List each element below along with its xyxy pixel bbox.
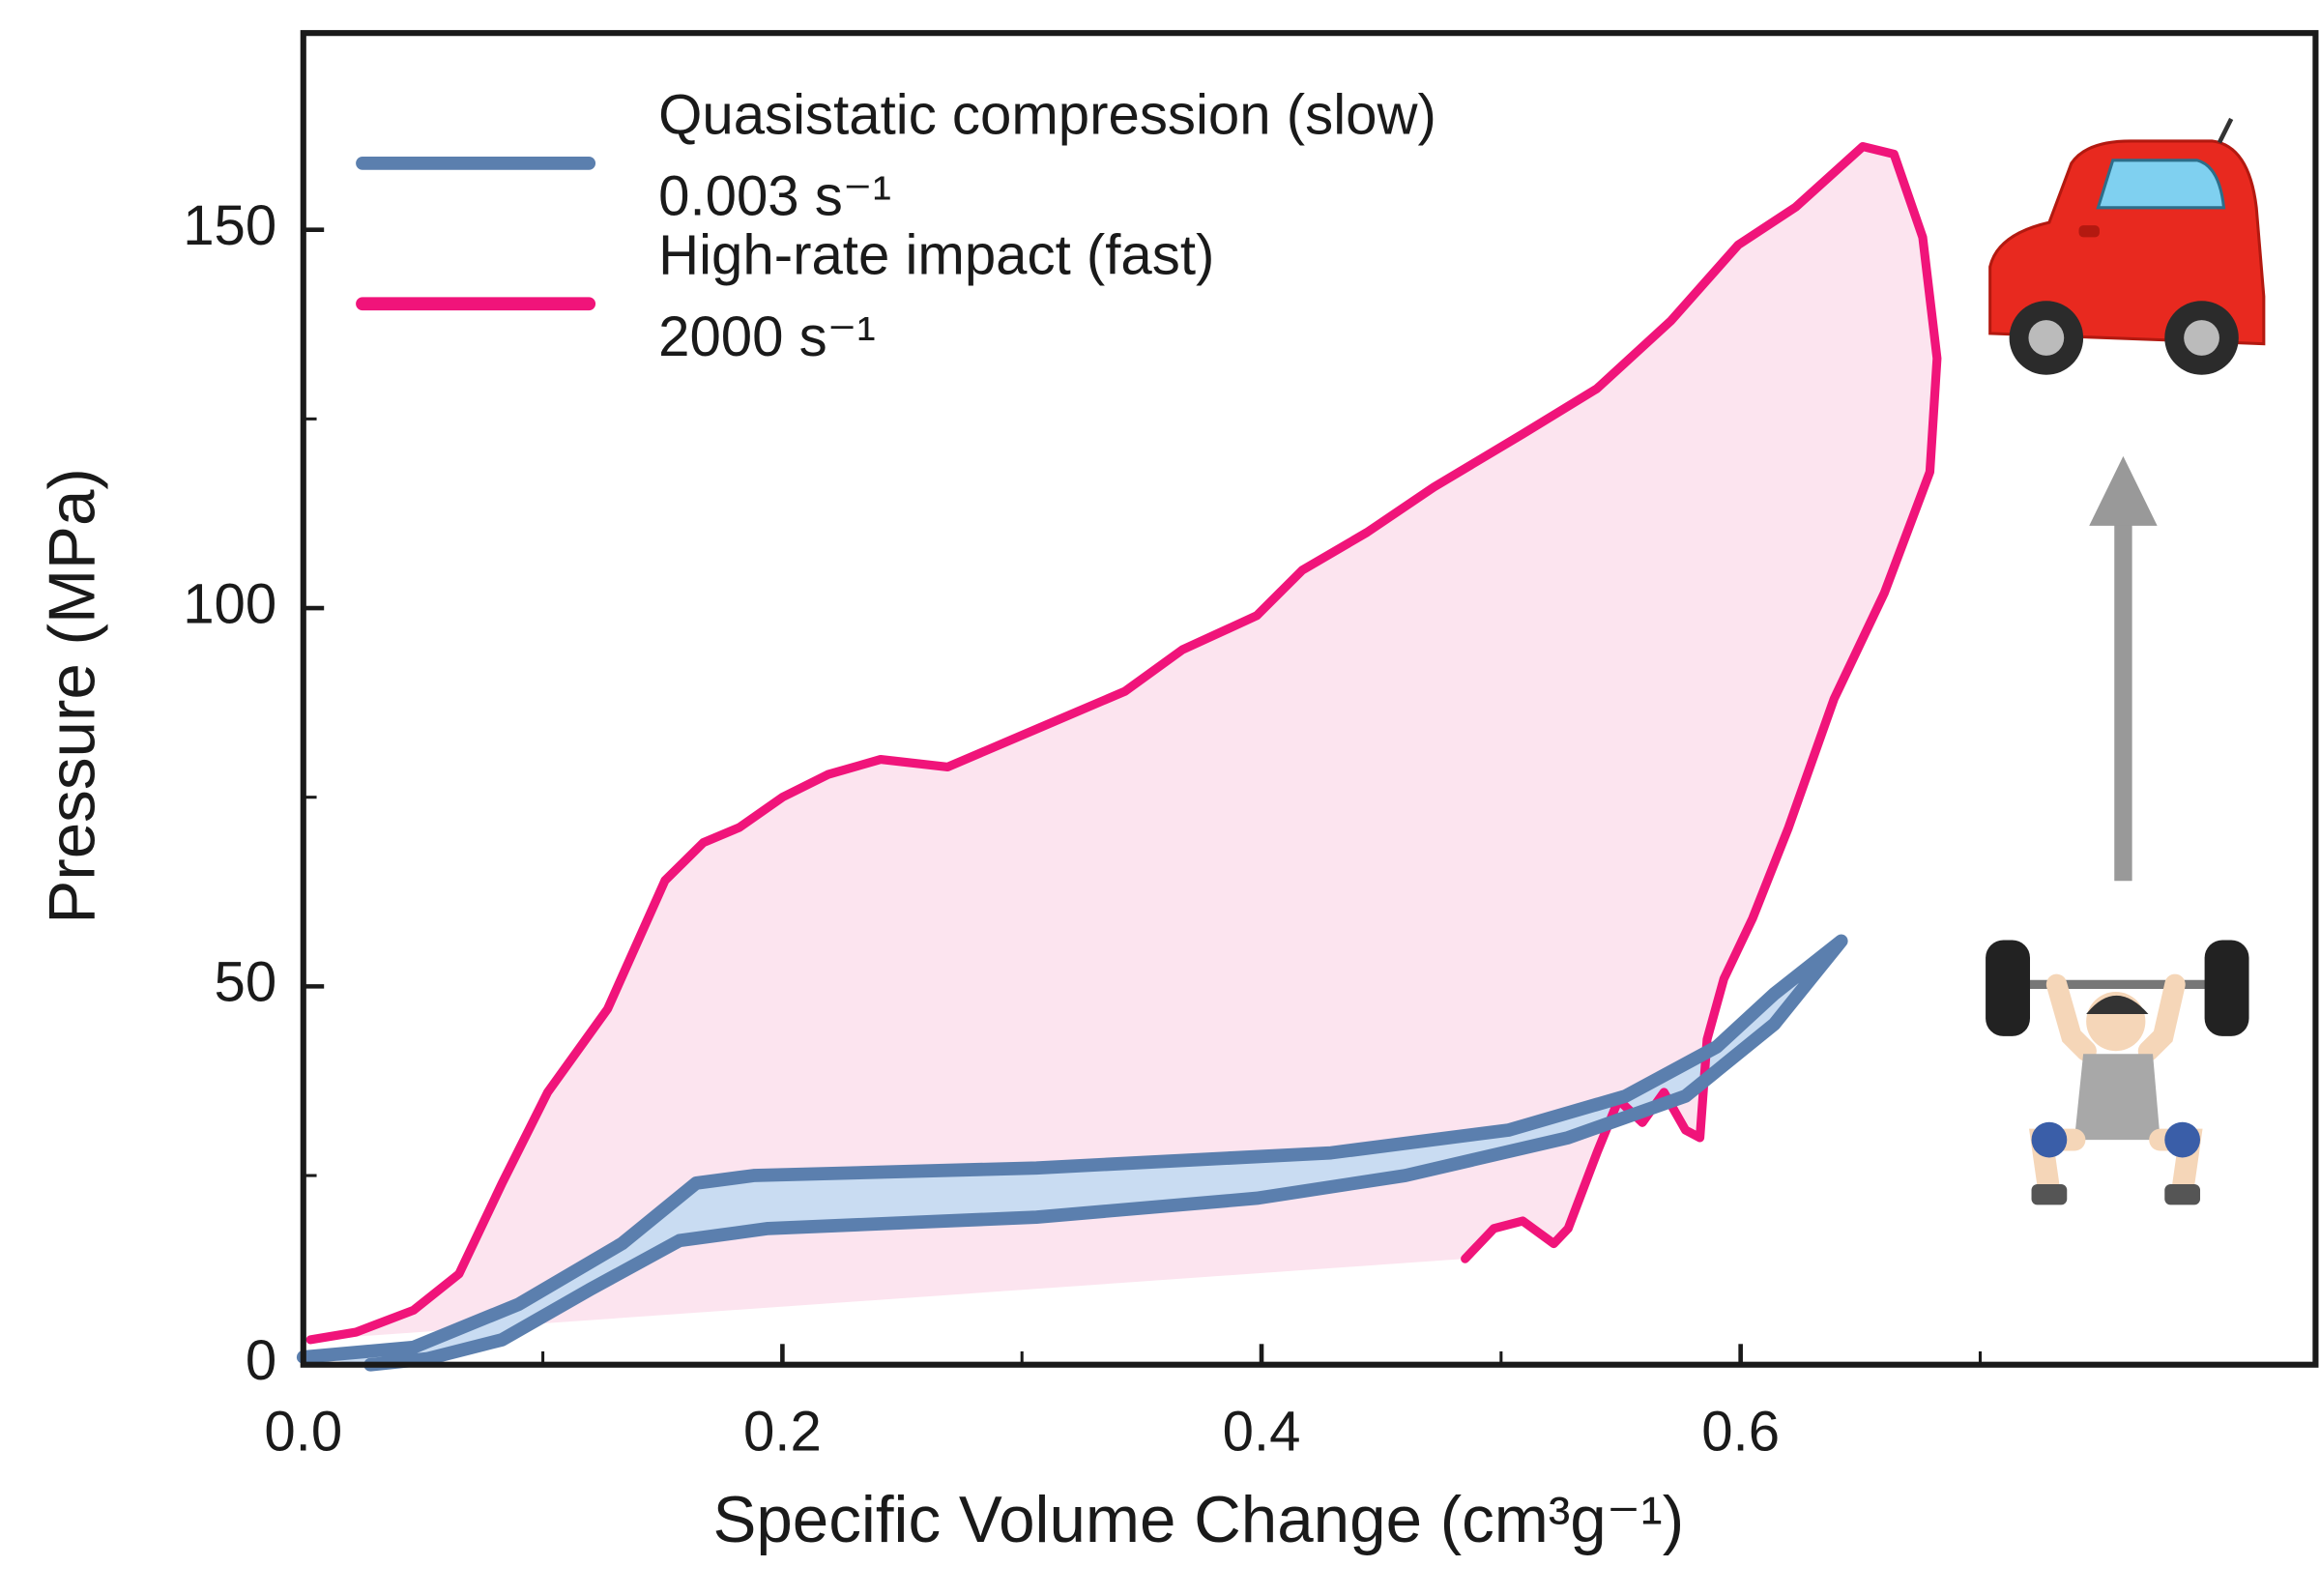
x-tick-label: 0.4	[1223, 1401, 1301, 1464]
x-tick-label: 0.2	[743, 1401, 822, 1464]
x-axis-label: Specific Volume Change (cm³g⁻¹)	[712, 1484, 1684, 1556]
y-tick-label: 100	[183, 572, 276, 635]
series-line	[305, 141, 1942, 1345]
x-tick-label: 0.6	[1701, 1401, 1780, 1464]
x-tick-label: 0.0	[264, 1401, 342, 1464]
legend-label: High-rate impact (fast)	[658, 224, 1214, 287]
legend-rate: 0.003 s⁻¹	[658, 164, 891, 227]
series-area	[310, 146, 1937, 1340]
weightlifter-icon	[1986, 940, 2249, 1205]
legend-label: Quasistatic compression (slow)	[658, 83, 1436, 146]
arrow	[2089, 455, 2158, 882]
y-tick-label: 0	[246, 1329, 276, 1392]
y-tick-label: 50	[215, 951, 277, 1014]
y-tick-label: 150	[183, 194, 276, 257]
legend-rate: 2000 s⁻¹	[658, 305, 876, 368]
y-axis-label: Pressure (MPa)	[36, 468, 108, 923]
plot-frame	[300, 30, 2319, 1368]
fills	[303, 146, 1937, 1365]
lines	[296, 141, 1942, 1372]
series-line	[296, 934, 1848, 1372]
axes: 0.0 0.2 0.4 0.6 0 50 100 150	[183, 194, 1983, 1464]
legend: Quasistatic compression (slow) 0.003 s⁻¹H…	[356, 83, 1436, 368]
car-icon	[1988, 117, 2266, 375]
